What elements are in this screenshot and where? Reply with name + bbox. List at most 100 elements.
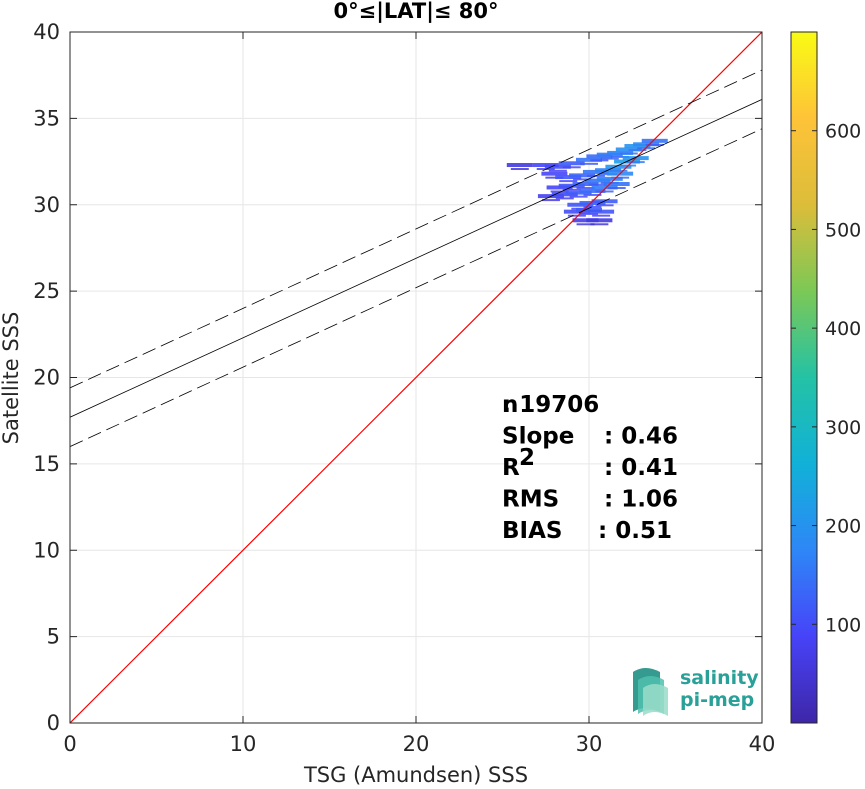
density-cell bbox=[579, 188, 606, 193]
density-cell bbox=[559, 180, 578, 183]
density-cell bbox=[588, 209, 615, 214]
colorbar-ticks: 100 200 300 400 500 600 bbox=[791, 121, 861, 636]
density-cell bbox=[565, 190, 592, 195]
y-tick-label: 35 bbox=[33, 106, 60, 130]
density-cell bbox=[590, 223, 609, 226]
density-cell bbox=[611, 155, 630, 158]
y-tick-label: 5 bbox=[47, 625, 60, 649]
density-cell bbox=[541, 171, 568, 176]
chart-title: 0°≤|LAT|≤ 80° bbox=[333, 0, 498, 24]
y-tick-label: 10 bbox=[33, 538, 60, 562]
density-cell bbox=[603, 182, 630, 187]
colorbar-tick-label: 100 bbox=[825, 614, 861, 636]
wave-logo-icon bbox=[633, 668, 668, 716]
density-cell bbox=[591, 185, 618, 190]
stat-label: n bbox=[502, 392, 518, 418]
x-tick-label: 10 bbox=[230, 732, 257, 756]
density-cell bbox=[583, 206, 602, 209]
stat-label: RMS bbox=[502, 487, 559, 513]
density-cell bbox=[506, 163, 533, 168]
density-cell bbox=[596, 176, 623, 181]
colorbar-tick-label: 200 bbox=[825, 516, 861, 538]
density-cell bbox=[588, 183, 607, 186]
density-cell bbox=[576, 187, 595, 190]
density-cell bbox=[611, 176, 630, 179]
density-cell bbox=[600, 157, 619, 160]
x-axis-label: TSG (Amundsen) SSS bbox=[303, 763, 528, 787]
stat-label: R bbox=[502, 455, 520, 481]
density-cell bbox=[628, 149, 647, 152]
y-tick-label: 30 bbox=[33, 193, 60, 217]
x-tick-label: 0 bbox=[63, 732, 76, 756]
density-cell bbox=[572, 182, 599, 187]
density-cell bbox=[558, 161, 585, 166]
x-tick-label: 40 bbox=[749, 732, 776, 756]
salinity-logo: salinity pi-mep bbox=[633, 667, 759, 716]
density-cell bbox=[562, 188, 581, 191]
density-cell bbox=[595, 190, 614, 193]
stat-label: Slope bbox=[502, 424, 574, 450]
density-cell bbox=[583, 193, 602, 196]
y-tick-label: 40 bbox=[33, 20, 60, 44]
density-cell bbox=[645, 143, 664, 146]
stat-value: : 1.06 bbox=[604, 487, 678, 513]
stat-value: : 0.46 bbox=[604, 424, 678, 450]
density-cell bbox=[609, 169, 628, 172]
y-tick-label: 0 bbox=[47, 711, 60, 735]
colorbar-tick-label: 300 bbox=[825, 417, 861, 439]
density-cell bbox=[555, 197, 574, 200]
density-cell bbox=[550, 190, 569, 193]
density-cell bbox=[618, 164, 637, 167]
colorbar-tick-label: 500 bbox=[825, 219, 861, 241]
density-cell bbox=[558, 183, 585, 188]
colorbar-tick-label: 400 bbox=[825, 318, 861, 340]
density-cell bbox=[580, 212, 598, 215]
density-cell bbox=[510, 168, 529, 171]
density-cell bbox=[541, 199, 560, 202]
density-cell bbox=[544, 164, 571, 169]
fit-lines bbox=[70, 32, 762, 723]
x-tick-label: 30 bbox=[576, 732, 603, 756]
density-cell bbox=[607, 187, 626, 190]
density-cell bbox=[562, 166, 581, 169]
y-axis-ticks: 0 5 10 15 20 25 30 35 40 bbox=[33, 20, 762, 735]
stat-value: : 0.41 bbox=[604, 455, 678, 481]
density-cell bbox=[641, 138, 668, 143]
y-tick-label: 25 bbox=[33, 279, 60, 303]
density-cell bbox=[586, 218, 613, 223]
density-cell bbox=[555, 175, 582, 180]
stat-value: : 19706 bbox=[502, 392, 599, 418]
y-tick-label: 15 bbox=[33, 452, 60, 476]
density-cell bbox=[576, 157, 602, 162]
regression-line bbox=[70, 99, 762, 418]
logo-line2: pi-mep bbox=[680, 689, 754, 711]
density-cell bbox=[580, 162, 598, 165]
density-cell bbox=[592, 214, 611, 217]
density-cell bbox=[590, 159, 609, 162]
density-cell bbox=[545, 176, 564, 179]
y-axis-label: Satellite SSS bbox=[0, 312, 23, 445]
density-cell bbox=[576, 223, 595, 226]
x-axis-ticks: 0 10 20 30 40 bbox=[63, 32, 775, 756]
density-cell bbox=[567, 214, 586, 217]
confidence-line bbox=[70, 128, 762, 447]
density-cell bbox=[605, 164, 632, 169]
colorbar-tick-label: 600 bbox=[825, 121, 861, 143]
stat-label: BIAS bbox=[502, 518, 562, 544]
density-cell bbox=[572, 218, 599, 223]
density-cell bbox=[548, 169, 567, 172]
colorbar bbox=[790, 31, 818, 724]
density-cell bbox=[573, 178, 592, 181]
confidence-line bbox=[70, 69, 762, 389]
density-cell bbox=[569, 195, 588, 198]
statistics-box: n: 19706 Slope: 0.46 R 2: 0.41 RMS: 1.06 BIAS… bbox=[502, 392, 678, 544]
x-tick-label: 20 bbox=[403, 732, 430, 756]
density-cell bbox=[569, 173, 596, 178]
stat-value: : 0.51 bbox=[598, 518, 672, 544]
identity-line bbox=[70, 32, 762, 723]
plot-frame bbox=[69, 31, 763, 724]
y-tick-label: 20 bbox=[33, 366, 60, 390]
density-cell bbox=[551, 192, 578, 197]
logo-line1: salinity bbox=[680, 667, 759, 689]
